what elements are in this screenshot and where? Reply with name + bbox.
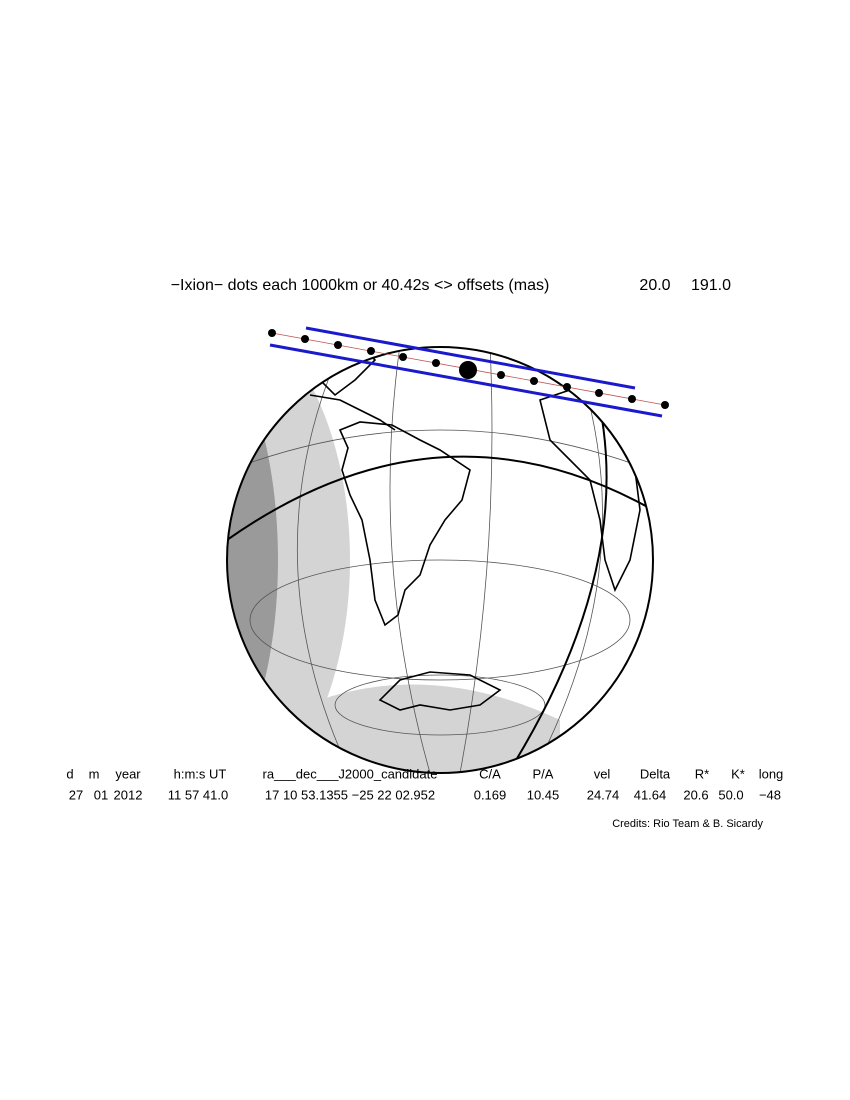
table-header: P/A [533, 766, 554, 781]
credits: Credits: Rio Team & B. Sicardy [612, 818, 763, 830]
table-header: d [66, 766, 73, 781]
table-value: 11 57 41.0 [168, 787, 228, 802]
globe [227, 347, 653, 773]
table-value: 2012 [114, 787, 143, 802]
table-header: R* [695, 766, 709, 781]
table-value: 50.0 [718, 787, 743, 802]
twilight-zone [227, 347, 350, 773]
table-value: 24.74 [587, 787, 620, 802]
offset-value: 20.0 [639, 277, 670, 294]
offset-value: 191.0 [691, 277, 731, 294]
table-header: K* [731, 766, 745, 781]
table-header: ra___dec___J2000_candidate [263, 766, 438, 781]
table-value: 20.6 [683, 787, 708, 802]
table-value: 27 [69, 787, 83, 802]
table-value: 41.64 [634, 787, 667, 802]
event-table: d m year h:m:s UT ra___dec___J2000_candidate… [66, 766, 783, 802]
table-header: C/A [479, 766, 501, 781]
shadow-limit [269, 343, 663, 418]
time-dots [268, 329, 669, 409]
table-value: 0.169 [474, 787, 507, 802]
table-header: long [759, 766, 784, 781]
table-header: m [89, 766, 100, 781]
table-header: year [115, 766, 141, 781]
table-value: 01 [94, 787, 108, 802]
night-zone [227, 347, 278, 773]
shadow-limit [305, 326, 636, 390]
table-value: 17 10 53.1355 −25 22 02.952 [265, 787, 435, 802]
table-header: h:m:s UT [174, 766, 227, 781]
table-header: Delta [640, 766, 671, 781]
table-value: −48 [759, 787, 781, 802]
table-value: 10.45 [527, 787, 560, 802]
table-header: vel [594, 766, 611, 781]
map-title: −Ixion− dots each 1000km or 40.42s <> of… [171, 277, 550, 294]
graticule [229, 347, 651, 773]
